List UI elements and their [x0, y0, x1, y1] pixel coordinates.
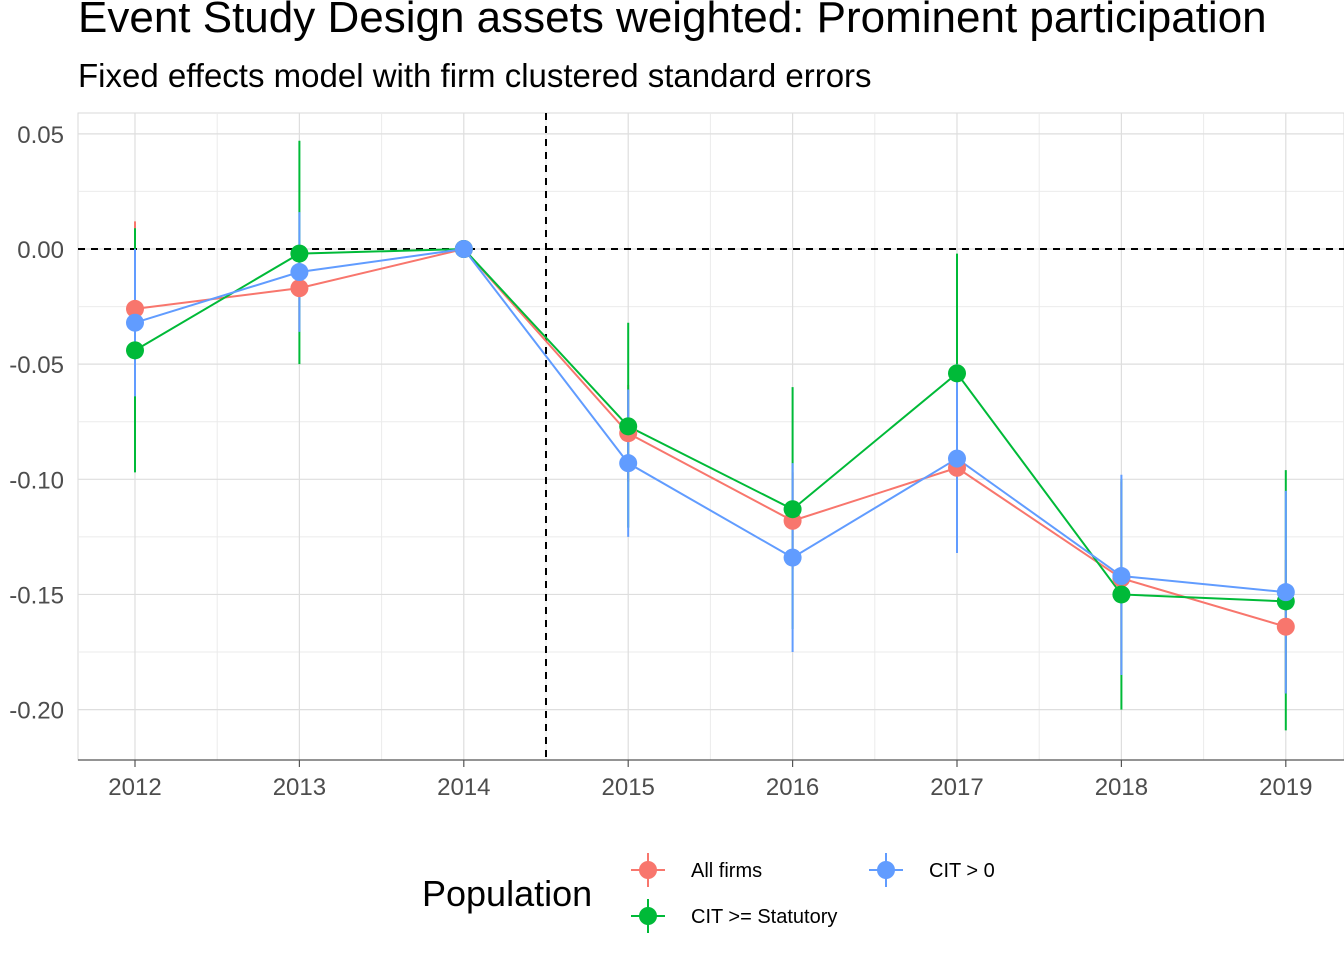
x-tick-label: 2013 — [273, 774, 326, 801]
y-tick-label: -0.05 — [9, 352, 64, 379]
data-point-cit-0 — [783, 548, 802, 567]
axes: 0.05 0.00 -0.05 -0.10 -0.15 -0.20 2012 2013 2014… — [9, 122, 1344, 801]
data-point-cit-0 — [1276, 583, 1295, 602]
legend-title: Population — [422, 873, 592, 914]
y-tick-label: -0.20 — [9, 698, 64, 725]
data-point-cit-0 — [619, 454, 638, 473]
y-tick-label: 0.00 — [17, 237, 64, 264]
data-point-cit-0 — [948, 449, 966, 468]
series-line-all-firms — [134, 247, 1287, 628]
grid — [77, 112, 1344, 761]
legend-label-all-firms: All firms — [691, 860, 762, 882]
data-point-all-firms — [126, 299, 144, 318]
legend: Population All firms CIT >= Statutory CIT … — [422, 853, 995, 933]
y-tick-label: -0.10 — [9, 467, 64, 494]
legend-key-point-all-firms — [639, 861, 657, 879]
legend-label-cit-0: CIT > 0 — [929, 860, 995, 882]
data-point-cit-0 — [126, 313, 144, 332]
data-point-cit-statutory — [126, 341, 144, 360]
x-tick-label: 2018 — [1095, 774, 1148, 801]
series-line-cit-0 — [134, 247, 1286, 594]
data-point-all-firms — [1276, 617, 1295, 636]
data-point-cit-statutory — [619, 417, 638, 436]
data-point-cit-0 — [1112, 567, 1131, 586]
reference-lines — [78, 113, 1344, 760]
series — [126, 140, 1295, 731]
chart-title: Event Study Design assets weighted: Prom… — [78, 0, 1267, 42]
x-tick-label: 2015 — [602, 774, 655, 801]
x-tick-label: 2014 — [437, 774, 490, 801]
data-point-cit-0 — [454, 240, 473, 258]
data-point-cit-statutory — [1112, 585, 1131, 604]
legend-key-point-cit-statutory — [639, 907, 657, 925]
x-tick-label: 2019 — [1259, 774, 1312, 801]
x-tick-label: 2017 — [930, 774, 983, 801]
x-tick-label: 2012 — [108, 774, 161, 801]
y-tick-label: 0.05 — [17, 122, 64, 149]
legend-key-point-cit-0 — [877, 861, 895, 879]
x-tick-label: 2016 — [766, 774, 819, 801]
data-point-cit-0 — [290, 263, 309, 282]
panel-border — [77, 112, 1344, 761]
data-point-cit-statutory — [783, 500, 802, 519]
data-point-cit-statutory — [948, 364, 966, 383]
data-point-cit-statutory — [290, 244, 309, 263]
chart-subtitle: Fixed effects model with firm clustered … — [78, 57, 872, 94]
data-point-all-firms — [290, 279, 309, 298]
y-tick-label: -0.15 — [9, 582, 64, 609]
legend-label-cit-statutory: CIT >= Statutory — [691, 906, 837, 928]
